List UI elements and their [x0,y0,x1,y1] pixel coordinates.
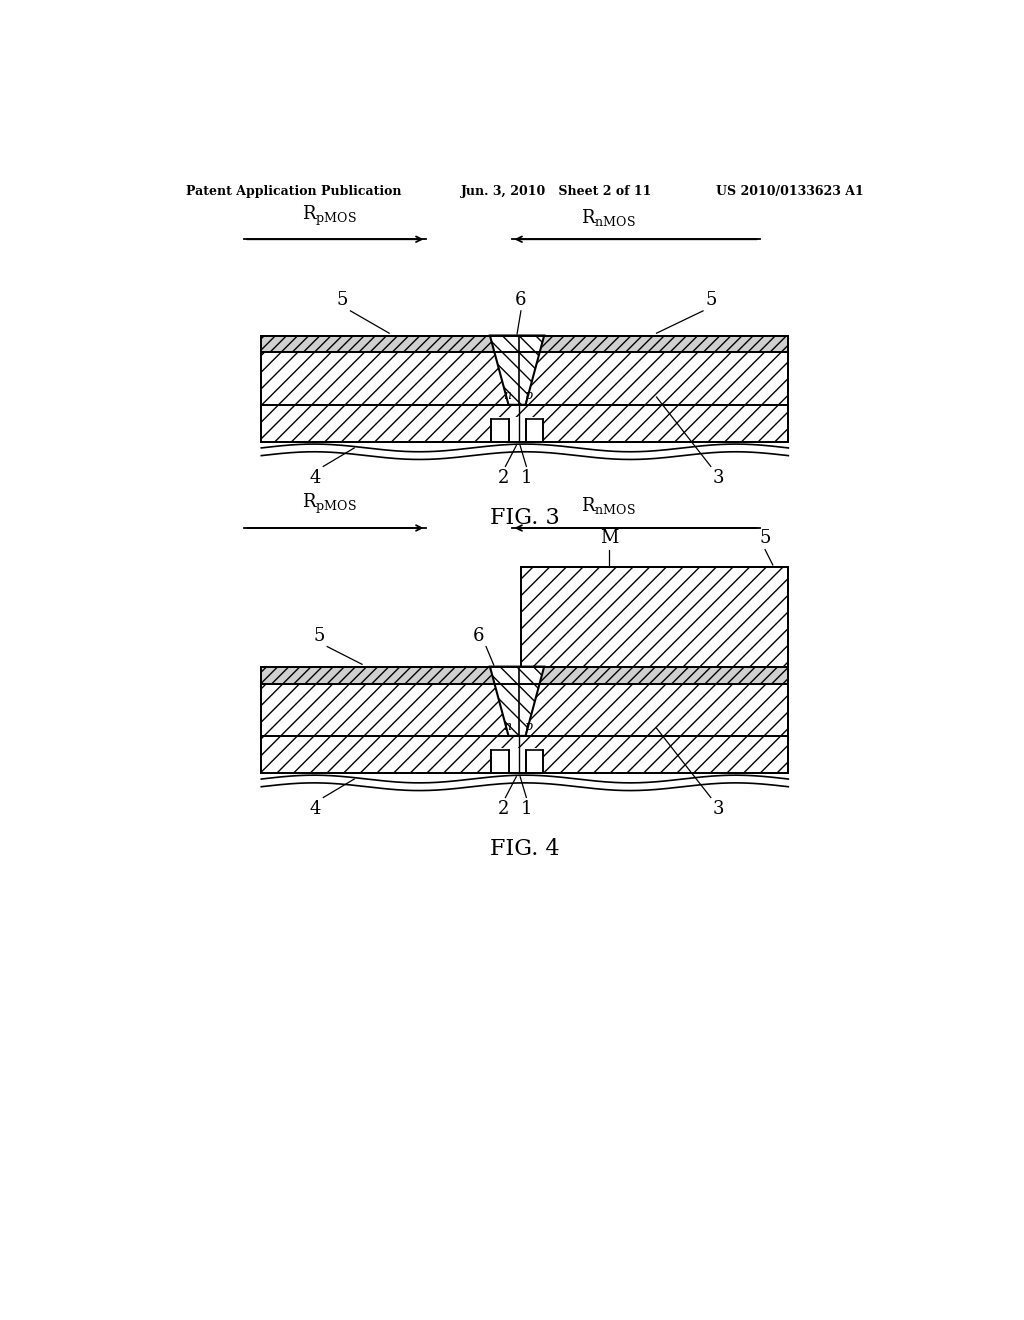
Text: $\mathregular{R_{nMOS}}$: $\mathregular{R_{nMOS}}$ [582,207,636,227]
Text: Patent Application Publication: Patent Application Publication [186,185,401,198]
Bar [261,352,788,405]
Text: 2: 2 [498,469,509,487]
Text: p: p [524,721,532,733]
Text: US 2010/0133623 A1: US 2010/0133623 A1 [717,185,864,198]
Text: 6: 6 [515,290,526,309]
Bar [521,566,788,667]
Text: n: n [503,389,511,403]
Text: p: p [524,389,532,403]
Bar [525,750,543,774]
Bar [492,418,509,442]
Polygon shape [489,667,544,737]
Text: 2: 2 [498,800,509,818]
Text: $\mathregular{R_{pMOS}}$: $\mathregular{R_{pMOS}}$ [302,203,356,227]
Text: Jun. 3, 2010   Sheet 2 of 11: Jun. 3, 2010 Sheet 2 of 11 [461,185,652,198]
Bar [261,684,788,737]
Text: $\mathregular{R_{pMOS}}$: $\mathregular{R_{pMOS}}$ [302,492,356,516]
Text: 5: 5 [313,627,325,645]
Text: FIG. 4: FIG. 4 [490,838,559,861]
Text: 1: 1 [520,469,532,487]
Bar [489,748,544,775]
Text: 5: 5 [706,290,717,309]
Text: 1: 1 [520,800,532,818]
Bar [261,737,788,774]
Text: n: n [503,721,511,733]
Text: 6: 6 [472,627,484,645]
Text: 3: 3 [713,469,724,487]
Bar [261,405,788,442]
Text: 4: 4 [310,800,322,818]
Bar [261,335,788,352]
Text: $\mathregular{R_{nMOS}}$: $\mathregular{R_{nMOS}}$ [582,495,636,516]
Bar [492,750,509,774]
Polygon shape [489,335,544,405]
Bar [489,417,544,444]
Text: 5: 5 [760,529,771,548]
Text: FIG. 3: FIG. 3 [489,507,560,529]
Text: 5: 5 [337,290,348,309]
Bar [525,418,543,442]
Text: 4: 4 [310,469,322,487]
Bar [261,667,788,684]
Text: M: M [600,529,618,548]
Text: 3: 3 [713,800,724,818]
